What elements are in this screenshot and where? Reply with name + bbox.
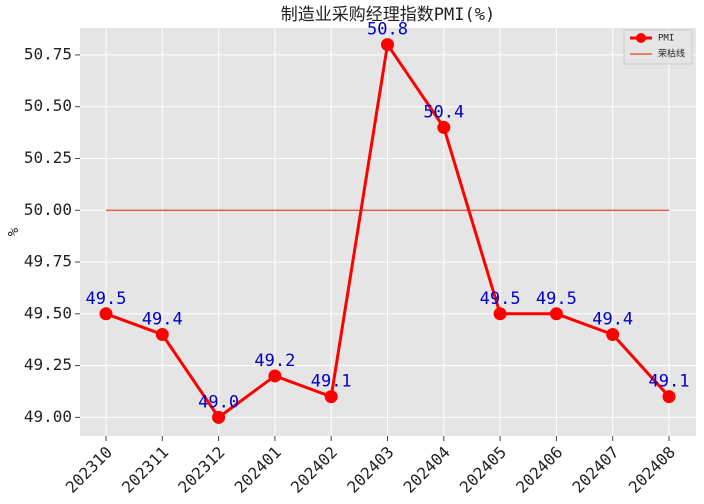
- data-label: 49.0: [198, 392, 239, 412]
- data-label: 50.8: [367, 20, 408, 40]
- legend-box: [623, 29, 693, 65]
- data-label: 49.5: [480, 289, 521, 309]
- marker: [662, 390, 676, 404]
- data-label: 49.5: [86, 289, 127, 309]
- marker: [381, 38, 394, 52]
- x-tick-label: 202407: [568, 443, 622, 497]
- data-label: 49.4: [142, 310, 183, 330]
- legend-label: PMI: [658, 34, 674, 44]
- marker: [268, 369, 282, 383]
- marker: [493, 307, 507, 321]
- marker: [437, 120, 451, 134]
- y-axis-label: %: [6, 227, 22, 236]
- marker: [212, 410, 226, 424]
- x-tick-label: 202311: [118, 443, 172, 497]
- marker: [606, 328, 620, 342]
- y-tick-label: 49.00: [24, 407, 72, 426]
- data-label: 49.5: [536, 289, 577, 309]
- x-tick-label: 202312: [174, 443, 228, 497]
- data-label: 50.4: [423, 102, 464, 122]
- marker: [324, 390, 338, 404]
- data-label: 49.2: [254, 351, 295, 371]
- legend-swatch: [636, 33, 646, 43]
- y-tick-label: 49.75: [24, 252, 72, 271]
- marker: [99, 307, 113, 321]
- y-tick-label: 50.75: [24, 44, 72, 63]
- y-tick-label: 49.50: [24, 303, 72, 322]
- x-tick-label: 202403: [343, 443, 397, 497]
- x-tick-label: 202404: [400, 443, 454, 497]
- y-tick-label: 50.00: [24, 200, 72, 219]
- marker: [549, 307, 563, 321]
- y-tick-label: 50.50: [24, 96, 72, 115]
- data-label: 49.4: [592, 310, 633, 330]
- y-tick-label: 50.25: [24, 148, 72, 167]
- x-tick-label: 202310: [62, 443, 116, 497]
- y-tick-label: 49.25: [24, 355, 72, 374]
- chart-title: 制造业采购经理指数PMI(%): [281, 5, 495, 25]
- x-tick-label: 202408: [625, 443, 679, 497]
- legend-label: 荣枯线: [658, 48, 685, 60]
- marker: [155, 328, 169, 342]
- data-label: 49.1: [649, 372, 690, 392]
- x-tick-label: 202405: [456, 443, 510, 497]
- x-tick-label: 202402: [287, 443, 341, 497]
- x-tick-label: 202406: [512, 443, 566, 497]
- x-tick-label: 202401: [231, 443, 285, 497]
- data-label: 49.1: [311, 372, 352, 392]
